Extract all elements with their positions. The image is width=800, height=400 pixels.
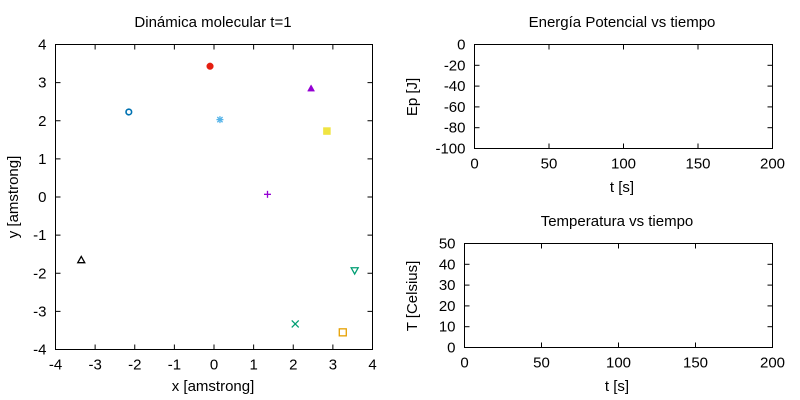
- x-tick-label: 3: [329, 357, 337, 374]
- temperature-x-axis-label: t [s]: [605, 378, 629, 395]
- energy-y-ticks: 0 -20 -40 -60 -80 -100: [435, 37, 773, 158]
- x-tick-label: -2: [128, 357, 141, 374]
- y-tick-label: -20: [444, 57, 466, 74]
- y-tick-label: 0: [447, 340, 455, 357]
- scatter-plot-frame: [55, 44, 373, 350]
- scatter-point-cross: [291, 319, 300, 328]
- y-tick-label: -100: [435, 141, 465, 158]
- x-tick-label: 200: [760, 355, 785, 372]
- y-tick-label: -1: [33, 227, 46, 244]
- y-tick-label: -4: [33, 342, 46, 359]
- x-tick-label: 0: [210, 357, 218, 374]
- scatter-y-ticks: -4 -3 -2 -1 0 1 2 3 4: [33, 37, 373, 359]
- x-tick-label: 4: [368, 357, 376, 374]
- y-tick-label: -40: [444, 78, 466, 95]
- y-tick-label: 10: [439, 319, 456, 336]
- scatter-x-axis-label: x [amstrong]: [172, 378, 255, 395]
- scatter-point-open-circle: [125, 108, 133, 116]
- y-tick-label: 20: [439, 298, 456, 315]
- y-tick-label: 30: [439, 277, 456, 294]
- x-tick-label: 0: [460, 355, 468, 372]
- scatter-y-axis-label: y [amstrong]: [5, 156, 22, 239]
- x-tick-label: -4: [49, 357, 62, 374]
- scatter-point-asterisk: [216, 116, 224, 124]
- y-tick-label: 50: [439, 236, 456, 253]
- y-tick-label: 1: [38, 151, 46, 168]
- x-tick-label: 200: [760, 156, 785, 173]
- temperature-plot-frame: [464, 243, 773, 348]
- scatter-points: [76, 62, 360, 337]
- scatter-point-filled-square: [323, 127, 331, 135]
- y-tick-label: 2: [38, 113, 46, 130]
- x-tick-label: 50: [533, 355, 550, 372]
- energy-x-axis-label: t [s]: [610, 179, 634, 196]
- y-tick-label: 0: [38, 189, 46, 206]
- scatter-point-open-triangle-up: [76, 255, 86, 264]
- temperature-title: Temperatura vs tiempo: [541, 213, 694, 230]
- x-tick-label: 0: [470, 156, 478, 173]
- x-tick-label: 150: [685, 156, 710, 173]
- temperature-panel: Temperatura vs tiempo 0 50 100 150 200 50403…: [404, 213, 785, 395]
- y-tick-label: 4: [38, 37, 46, 54]
- y-tick-label: 3: [38, 75, 46, 92]
- scatter-point-open-square: [338, 328, 347, 337]
- scatter-panel: Dinámica molecular t=1 -4 -3 -2 -1 0 1 2 3 4 -4-…: [5, 14, 377, 395]
- scatter-point-filled-circle: [206, 62, 214, 70]
- x-tick-label: -1: [168, 357, 181, 374]
- y-tick-label: 0: [457, 37, 465, 54]
- scatter-point-open-triangle-down: [350, 267, 360, 276]
- energy-plot-frame: [474, 44, 773, 149]
- energy-y-axis-label: Ep [J]: [404, 78, 421, 116]
- scatter-point-plus: [263, 190, 271, 198]
- y-tick-label: -3: [33, 303, 46, 320]
- energy-panel: Energía Potencial vs tiempo 0 50 100 150 200…: [404, 14, 785, 196]
- y-tick-label: -80: [444, 120, 466, 137]
- temperature-x-ticks: 0 50 100 150 200: [460, 243, 785, 372]
- scatter-x-ticks: -4 -3 -2 -1 0 1 2 3 4: [49, 44, 377, 374]
- y-tick-label: -2: [33, 265, 46, 282]
- scatter-title: Dinámica molecular t=1: [134, 14, 291, 31]
- scatter-point-filled-triangle-up: [307, 84, 316, 92]
- energy-x-ticks: 0 50 100 150 200: [470, 44, 785, 173]
- y-tick-label: 40: [439, 256, 456, 273]
- x-tick-label: 2: [289, 357, 297, 374]
- y-tick-label: -60: [444, 99, 466, 116]
- temperature-y-ticks: 50 40 30 20 10 0: [439, 236, 773, 357]
- x-tick-label: -3: [88, 357, 101, 374]
- energy-title: Energía Potencial vs tiempo: [529, 14, 716, 31]
- x-tick-label: 100: [611, 156, 636, 173]
- x-tick-label: 150: [683, 355, 708, 372]
- x-tick-label: 100: [606, 355, 631, 372]
- x-tick-label: 1: [249, 357, 257, 374]
- x-tick-label: 50: [541, 156, 558, 173]
- temperature-y-axis-label: T [Celsius]: [404, 261, 421, 332]
